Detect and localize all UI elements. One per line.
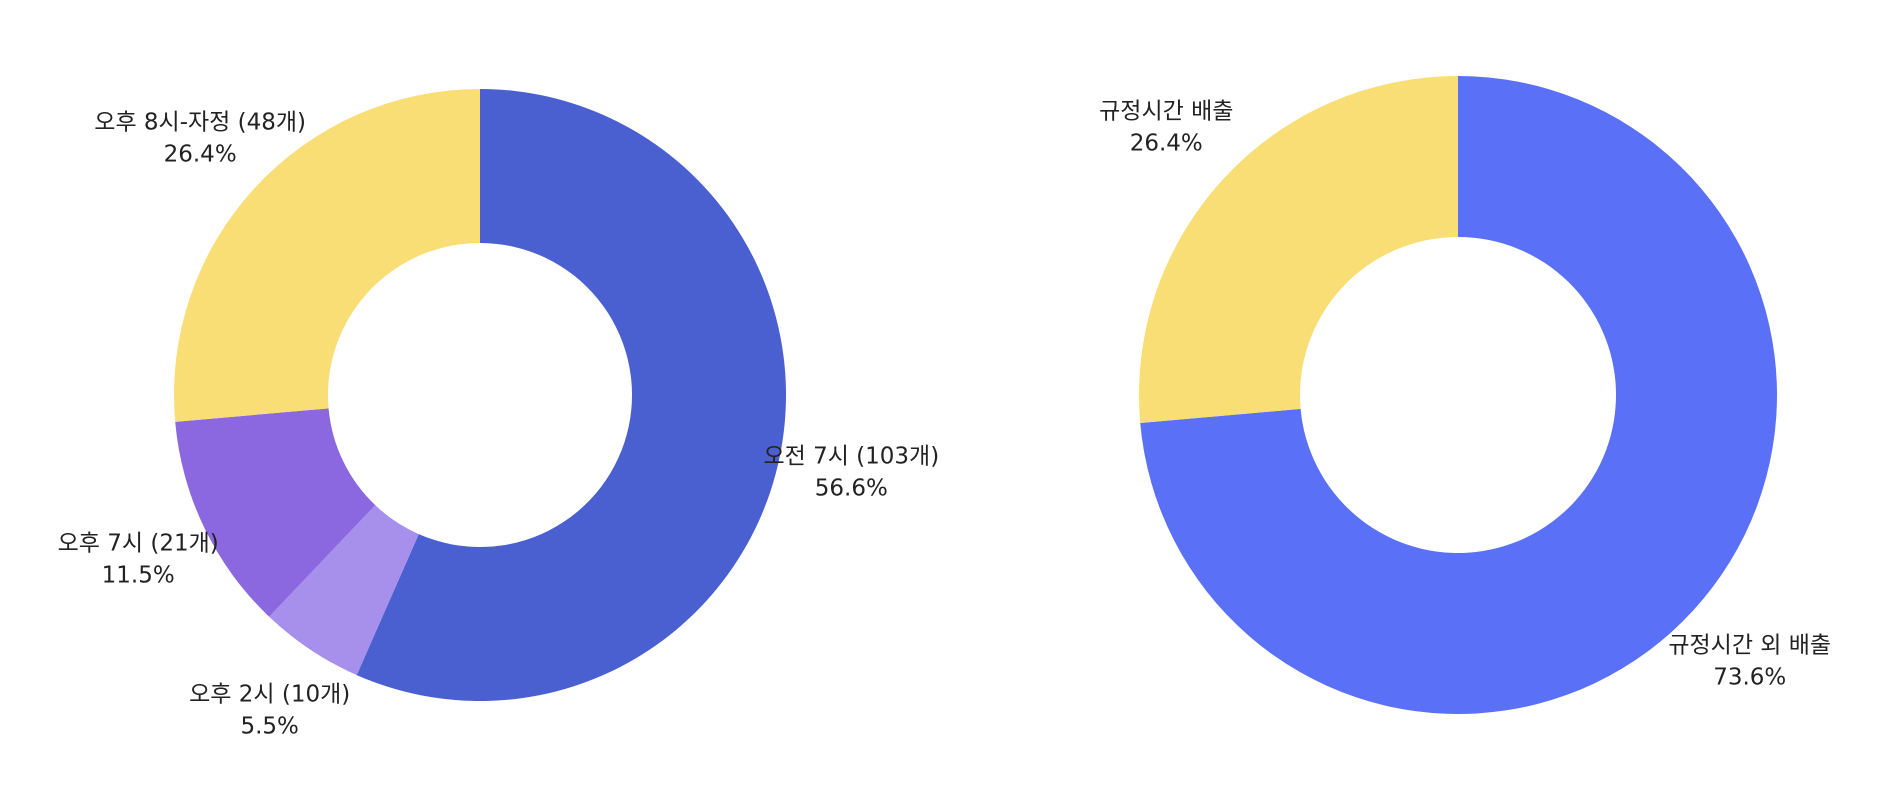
donut-slice xyxy=(269,505,419,676)
donut-slice xyxy=(174,89,480,422)
slice-label: 규정시간 배출 xyxy=(1099,98,1233,124)
slice-value-label: 11.5% xyxy=(102,562,175,588)
donut-slice xyxy=(1140,76,1777,715)
slice-value-label: 26.4% xyxy=(164,141,237,167)
slice-value-label: 5.5% xyxy=(240,713,298,739)
slice-label: 규정시간 외 배출 xyxy=(1668,633,1831,659)
donut-slice xyxy=(1139,76,1458,424)
slice-label: 오후 8시-자정 (48개) xyxy=(94,109,306,135)
slice-label: 오후 2시 (10개) xyxy=(189,681,350,707)
slice-label: 오후 7시 (21개) xyxy=(58,530,219,556)
slice-value-label: 56.6% xyxy=(815,476,888,502)
slice-value-label: 26.4% xyxy=(1130,130,1203,156)
donut-slice xyxy=(175,408,376,617)
slice-label: 오전 7시 (103개) xyxy=(763,444,939,470)
donut-slice xyxy=(356,89,786,701)
slice-value-label: 73.6% xyxy=(1713,665,1786,691)
